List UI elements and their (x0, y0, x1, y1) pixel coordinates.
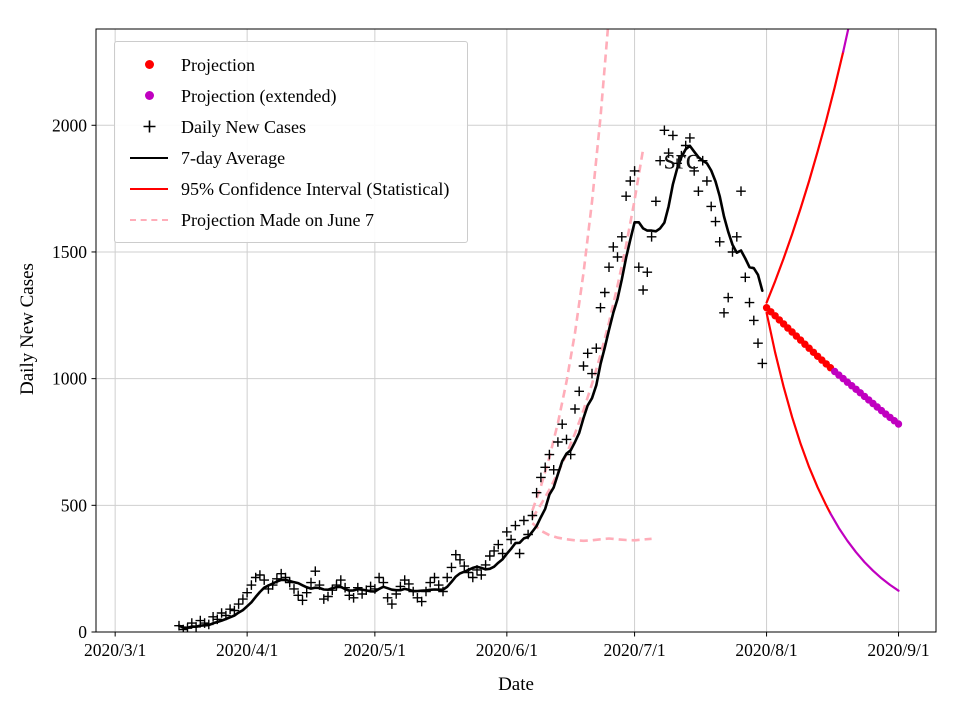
series-layer (174, 29, 903, 632)
series-proj (762, 304, 835, 372)
series-ci_lower_ext (829, 512, 900, 592)
series-june7_central (531, 149, 645, 519)
legend-item: Daily New Cases (129, 114, 449, 139)
tick-marks (91, 124, 900, 637)
legend-swatch-line-icon (129, 187, 169, 190)
y-tick-label: 1000 (52, 369, 87, 389)
legend-item: 7-day Average (129, 145, 449, 170)
series-june7_lower (531, 522, 652, 543)
legend-label: Daily New Cases (181, 116, 306, 137)
series-proj_ext (831, 367, 903, 428)
series-ci_upper_red (765, 50, 845, 304)
y-tick-label: 2000 (52, 115, 87, 135)
x-tick-label: 2020/7/1 (603, 640, 665, 660)
y-tick-label: 1500 (52, 242, 87, 262)
legend-label: Projection Made on June 7 (181, 209, 374, 230)
legend-swatch-plus-icon (129, 119, 169, 134)
y-tick-label: 0 (78, 622, 87, 642)
legend-swatch-line-icon (129, 156, 169, 159)
x-tick-label: 2020/3/1 (84, 640, 146, 660)
legend-label: 95% Confidence Interval (Statistical) (181, 178, 450, 199)
legend-swatch-dot-icon (129, 60, 169, 69)
legend: Projection Projection (extended) Daily New… (114, 41, 469, 243)
y-axis-label: Daily New Cases (17, 263, 38, 395)
axes-border (95, 28, 937, 633)
legend-swatch-dashed-icon (129, 218, 169, 221)
series-ci_lower_red (765, 311, 832, 515)
series-june7_upper (531, 29, 610, 511)
legend-item: Projection (129, 52, 449, 77)
x-tick-label: 2020/6/1 (476, 640, 538, 660)
x-tick-label: 2020/4/1 (216, 640, 278, 660)
series-ci_upper_ext (842, 29, 850, 53)
legend-swatch-dot-icon (129, 91, 169, 100)
tick-labels: 2020/3/1 2020/4/1 2020/5/1 2020/6/1 2020/7/1… (52, 115, 930, 660)
legend-item: Projection Made on June 7 (129, 207, 449, 232)
x-axis-label: Date (498, 674, 534, 695)
legend-item: Projection (extended) (129, 83, 449, 108)
series-avg (177, 144, 764, 630)
x-tick-label: 2020/9/1 (867, 640, 929, 660)
legend-label: Projection (181, 54, 255, 75)
legend-item: 95% Confidence Interval (Statistical) (129, 176, 449, 201)
legend-label: Projection (extended) (181, 85, 337, 106)
plus-marker-icon (143, 120, 155, 133)
x-tick-label: 2020/5/1 (344, 640, 406, 660)
x-tick-label: 2020/8/1 (735, 640, 797, 660)
legend-label: 7-day Average (181, 147, 286, 168)
annotation-text: src (664, 142, 699, 175)
y-tick-label: 500 (61, 495, 88, 515)
